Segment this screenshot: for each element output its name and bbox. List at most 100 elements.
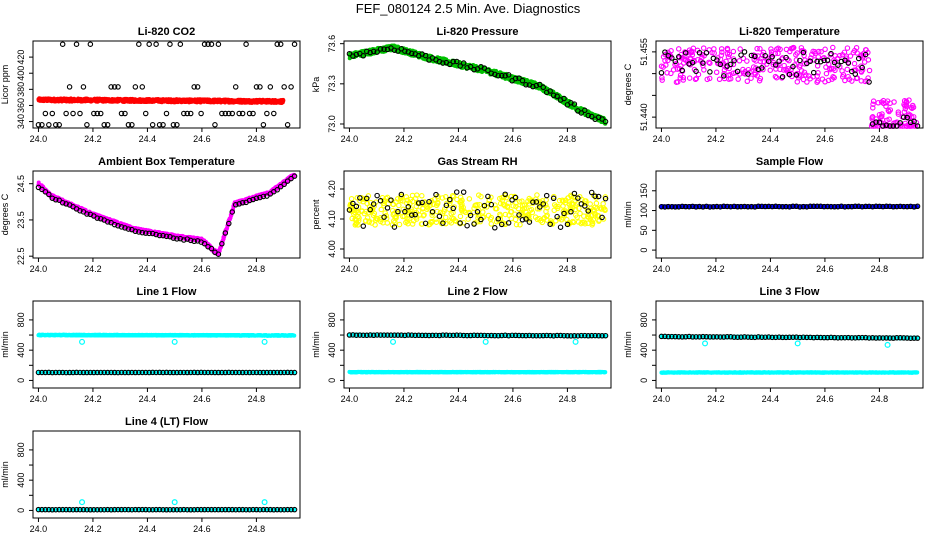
data-point: [735, 76, 741, 82]
x-tick-label: 24.2: [395, 134, 413, 144]
data-point: [737, 46, 743, 52]
data-point: [274, 41, 280, 47]
y-tick-label: 4.00: [327, 240, 337, 258]
x-tick-label: 24.6: [193, 264, 211, 274]
data-point: [844, 45, 851, 51]
data-point: [730, 48, 737, 55]
y-tick-label: 73.0: [327, 115, 337, 133]
data-point: [236, 110, 242, 117]
data-point: [91, 110, 97, 117]
data-point: [453, 189, 460, 195]
plot-frame: [32, 40, 301, 129]
data-point: [768, 46, 774, 52]
data-point: [229, 110, 236, 117]
data-point: [246, 110, 253, 117]
y-axis-label: ml/min: [623, 201, 633, 228]
data-point: [87, 41, 94, 47]
y-tick-label: 0: [639, 248, 649, 253]
series-raw: [36, 172, 297, 257]
data-point: [142, 110, 149, 117]
data-point: [264, 110, 270, 117]
y-tick-label: 50: [639, 225, 649, 235]
data-point: [281, 84, 287, 90]
data-point: [156, 122, 163, 128]
data-point: [56, 122, 62, 128]
data-point: [260, 122, 267, 128]
data-point: [823, 70, 830, 77]
data-point: [184, 110, 191, 117]
y-tick-label: 100: [639, 203, 649, 218]
plot-frame: [655, 170, 924, 259]
data-point: [291, 41, 298, 47]
x-tick-label: 24.2: [707, 264, 725, 274]
data-point: [53, 122, 59, 128]
y-tick-label: 360: [16, 98, 26, 113]
data-point: [600, 200, 606, 207]
x-tick-label: 24.2: [395, 264, 413, 274]
data-point: [208, 41, 215, 47]
data-point: [865, 57, 872, 63]
series-2-5-min-ave: [35, 173, 298, 257]
data-point: [707, 69, 713, 75]
x-tick-label: 24.4: [450, 134, 468, 144]
data-point: [66, 84, 73, 90]
x-tick-label: 24.2: [707, 134, 725, 144]
data-point: [267, 84, 274, 90]
data-point: [587, 201, 593, 207]
data-point: [716, 76, 723, 83]
data-point: [136, 41, 142, 47]
x-tick-label: 24.8: [248, 134, 266, 144]
data-point: [396, 221, 403, 228]
y-tick-label: 51.440: [639, 103, 649, 131]
x-tick-label: 24.0: [30, 264, 48, 274]
x-tick-label: 24.8: [871, 134, 889, 144]
data-point: [170, 122, 177, 128]
data-point: [814, 63, 821, 69]
data-point: [222, 110, 229, 117]
data-point: [163, 110, 170, 117]
series-raw: [36, 96, 286, 105]
data-point: [111, 84, 118, 90]
data-point: [104, 122, 111, 128]
x-tick-label: 24.4: [450, 264, 468, 274]
data-point: [701, 67, 707, 73]
y-tick-label: 380: [16, 82, 26, 97]
data-point: [46, 122, 52, 128]
y-tick-label: 73.6: [327, 35, 337, 53]
data-point: [736, 58, 743, 64]
series-2-5-min-ave: [35, 41, 298, 128]
chart-title: Li-820 CO2: [138, 26, 195, 38]
x-tick-label: 24.6: [816, 134, 834, 144]
data-point: [198, 110, 204, 117]
x-tick-label: 24.4: [139, 134, 157, 144]
data-point: [70, 110, 76, 117]
data-point: [713, 69, 720, 75]
y-tick-label: 24.5: [16, 175, 26, 193]
data-point: [201, 41, 208, 47]
data-point: [77, 110, 83, 117]
data-point: [191, 84, 197, 90]
chart-title: Li-820 Pressure: [437, 26, 519, 38]
data-point: [866, 67, 873, 74]
x-tick-label: 24.6: [504, 134, 522, 144]
chart-title: Li-820 Temperature: [739, 26, 840, 38]
chart-title: Ambient Box Temperature: [98, 156, 235, 168]
data-point: [132, 84, 139, 90]
data-point: [512, 216, 519, 223]
data-point: [239, 110, 246, 117]
data-point: [374, 192, 380, 199]
data-point: [232, 84, 239, 90]
data-point: [205, 41, 211, 47]
data-point: [73, 41, 80, 47]
data-point: [464, 222, 470, 229]
data-point: [419, 193, 425, 199]
x-tick-label: 24.8: [559, 134, 577, 144]
data-point: [59, 41, 66, 47]
data-point: [492, 225, 498, 231]
data-point: [94, 110, 101, 117]
data-point: [101, 122, 107, 128]
